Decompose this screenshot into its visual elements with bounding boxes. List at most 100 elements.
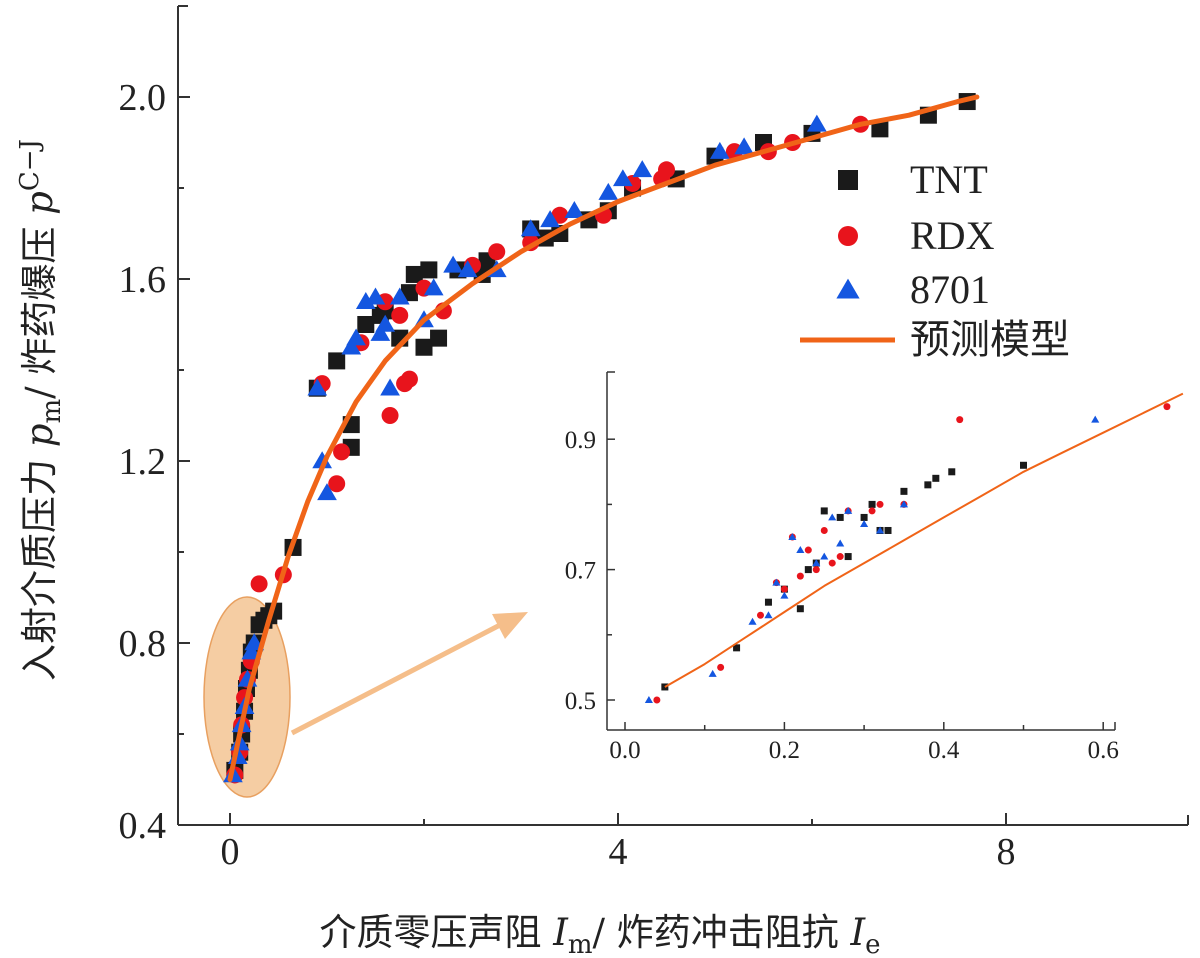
inset-point-8701 [828,513,837,521]
point-rdx [381,407,399,424]
inset-point-8701 [644,696,653,703]
inset-point-8701 [748,617,757,625]
point-8701 [370,323,391,341]
inset-point-rdx [756,611,764,619]
point-8701 [612,169,633,187]
point-8701 [806,114,827,132]
point-rdx [658,161,675,179]
inset-point-tnt [948,468,956,476]
y-label-var1: p [18,424,61,448]
legend-item-8701: 8701 [836,267,990,312]
point-8701 [307,378,328,396]
point-8701 [520,219,541,237]
point-8701 [365,287,386,305]
inset-point-tnt [924,481,932,489]
inset-point-8701 [788,533,797,540]
point-8701 [734,137,754,155]
inset-point-rdx [836,553,844,561]
inset-point-tnt [733,644,741,652]
inset-model-line [664,392,1184,688]
y-axis-label-group: 入射介质压力 pm/ 炸药爆压 pC−J [15,139,67,681]
inset-x-tick-label: 0.2 [769,737,800,764]
y-tick-label: 1.6 [119,259,167,301]
y-label-prefix: 入射介质压力 [18,447,61,681]
x-label-var2: I [850,911,867,954]
y-label-sub1: m [37,399,67,424]
inset-point-rdx [653,696,661,704]
point-tnt [420,261,438,279]
point-8701 [380,378,400,396]
point-8701 [317,483,337,501]
main-plot: 0.40.81.21.62.00 4 8 介质零压声阻 Im/ 炸药冲击阻抗 Ie入… [15,5,1189,958]
point-tnt [415,338,433,356]
point-8701 [346,328,366,346]
inset-point-tnt [868,500,876,508]
point-rdx [328,475,346,493]
y-tick-label: 2.0 [119,77,167,119]
legend-marker [836,278,860,299]
legend-label: TNT [910,157,988,202]
point-rdx [250,575,268,593]
y-tick-label: 1.2 [119,441,167,483]
inset-point-rdx [828,559,836,567]
x-axis-label: 介质零压声阻 Im/ 炸药冲击阻抗 Ie [319,911,880,958]
y-label-mid: / 炸药爆压 [18,215,61,399]
inset-point-tnt [900,487,908,495]
point-8701 [709,141,730,159]
inset-point-rdx [796,572,804,580]
point-8701 [341,337,362,355]
main-axes: 0.4 0.8 1.2 1.6 2.0 0 4 8 [119,5,1189,873]
legend-item-TNT: TNT [838,157,988,202]
inset-point-tnt [932,474,940,482]
arrow-head [492,612,528,639]
zoom-arrow [290,612,528,736]
inset-point-8701 [844,506,853,514]
point-rdx [333,443,351,461]
point-8701 [389,287,410,305]
inset-point-rdx [717,663,725,671]
inset-point-8701 [875,526,885,534]
inset-point-rdx [956,416,964,424]
legend: TNT RDX 8701 预测模型 [800,157,1070,363]
legend-label: 8701 [910,267,990,312]
inset-point-tnt [661,683,669,691]
inset-point-8701 [764,611,773,619]
y-label-var2: p [18,191,61,215]
inset-point-tnt [860,513,868,521]
legend-marker [838,170,858,190]
inset-point-8701 [772,578,781,586]
inset-point-8701 [899,500,909,508]
model-curve-line [227,94,980,782]
inset-y-tick-label: 0.5 [565,688,596,715]
inset-data-points [644,403,1171,704]
point-tnt [357,316,375,333]
point-8701 [375,314,396,332]
point-8701 [312,451,333,469]
point-8701 [443,255,463,273]
point-8701 [564,201,585,219]
main-model-curve [227,94,980,782]
inset-x-tick-label: 0.6 [1088,737,1119,764]
inset-point-rdx [820,526,828,534]
inset-point-rdx [868,507,876,515]
inset-point-tnt [836,513,844,521]
x-label-prefix: 介质零压声阻 [319,911,553,954]
inset-point-tnt [804,566,812,574]
x-tick-label: 4 [609,831,628,873]
inset-point-8701 [812,559,821,567]
y-tick-label: 0.8 [119,623,167,665]
inset-point-rdx [804,546,812,554]
inset-x-tick-label: 0.0 [609,737,640,764]
x-label-sub2: e [865,930,880,958]
point-8701 [423,278,444,296]
inset-y-tick-label: 0.9 [565,427,596,454]
point-rdx [400,370,418,388]
legend-item-RDX: RDX [838,213,995,258]
inset-point-tnt [884,526,892,534]
point-tnt [430,329,448,347]
inset-point-8701 [860,519,869,527]
inset-point-rdx [876,500,884,508]
inset-point-8701 [1091,415,1100,423]
inset-model-curve [664,392,1184,688]
arrow-shaft [290,622,502,736]
